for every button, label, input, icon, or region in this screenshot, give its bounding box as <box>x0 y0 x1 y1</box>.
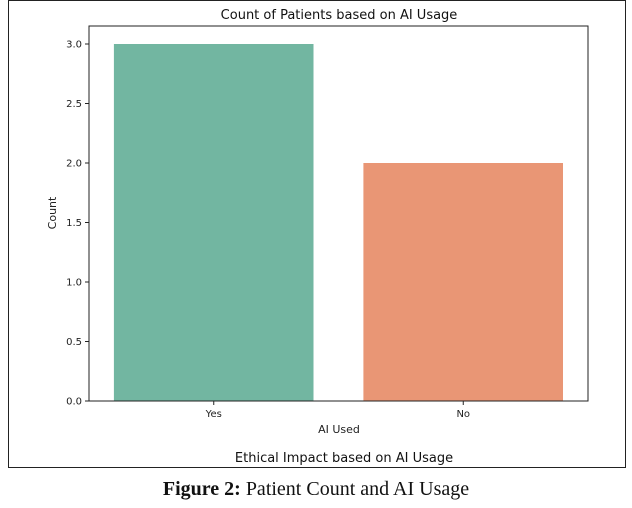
y-axis-label: Count <box>46 196 59 229</box>
x-axis-ticks: Yes No <box>205 401 470 420</box>
bars-layer <box>113 44 563 401</box>
chart-title: Count of Patients based on AI Usage <box>221 8 458 23</box>
y-tick-label: 1.5 <box>66 218 82 229</box>
bar-yes <box>113 44 314 401</box>
figure-caption: Figure 2: Patient Count and AI Usage <box>0 476 632 502</box>
x-tick-label: No <box>456 409 470 420</box>
bar-chart: Count of Patients based on AI Usage 0.00… <box>46 8 589 466</box>
y-tick-label: 1.0 <box>66 278 82 289</box>
y-tick-label: 3.0 <box>66 40 82 51</box>
figure-caption-label: Figure 2: <box>162 478 241 500</box>
bar-no <box>363 163 563 401</box>
figure-caption-text: Patient Count and AI Usage <box>240 478 470 500</box>
under-chart-caption: Ethical Impact based on AI Usage <box>235 451 453 466</box>
plot-frame <box>88 25 589 402</box>
y-tick-label: 0.5 <box>66 337 82 348</box>
y-tick-label: 0.0 <box>66 397 82 408</box>
y-axis-ticks: 0.0 0.5 1.0 1.5 2.0 2.5 3.0 <box>66 40 89 408</box>
y-tick-label: 2.5 <box>66 99 82 110</box>
x-axis-label: AI Used <box>318 423 360 436</box>
x-tick-label: Yes <box>205 409 222 420</box>
y-tick-label: 2.0 <box>66 159 82 170</box>
